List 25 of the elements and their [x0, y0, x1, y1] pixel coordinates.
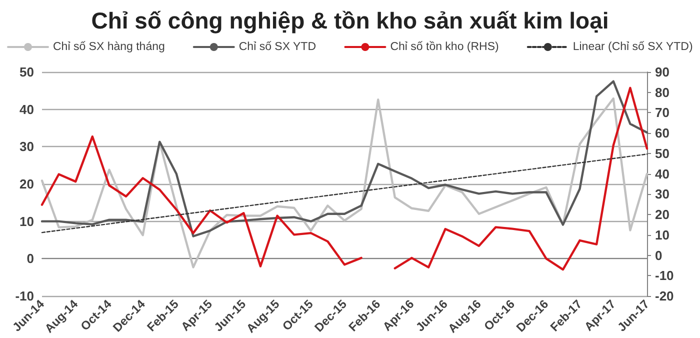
- y2-tick-label: 80: [655, 84, 670, 100]
- chart-title: Chỉ số công nghiệp & tồn kho sản xuất kim loại: [91, 8, 609, 34]
- y2-tick-label: 0: [655, 248, 662, 263]
- y-tick-label: 20: [20, 176, 34, 192]
- y2-tick-label: -20: [655, 288, 674, 304]
- y2-tick-label: -10: [655, 268, 674, 284]
- y-tick-label: 0: [26, 251, 34, 266]
- y2-tick-label: 60: [655, 126, 670, 141]
- y-tick-label: 30: [20, 139, 34, 154]
- y2-tick-label: 90: [655, 64, 670, 80]
- legend-label: Chỉ số SX hàng tháng: [52, 41, 165, 53]
- line-series: [40, 80, 648, 238]
- y2-tick-label: 30: [655, 186, 670, 202]
- y2-tick-label: 10: [655, 227, 670, 242]
- legend-label: Linear (Chỉ số SX YTD): [572, 41, 693, 53]
- y2-tick-label: 70: [655, 105, 670, 120]
- legend-label: Chỉ số SX YTD: [238, 41, 316, 53]
- y-tick-label: 10: [20, 214, 34, 229]
- y-tick-label: 50: [20, 64, 34, 80]
- y2-tick-label: 50: [655, 146, 670, 161]
- y-tick-label: 40: [20, 102, 34, 117]
- y-tick-label: -10: [15, 288, 34, 304]
- y2-tick-label: 40: [655, 166, 670, 182]
- y2-tick-label: 20: [655, 207, 670, 222]
- legend-label: Chỉ số tồn kho (RHS): [390, 41, 500, 53]
